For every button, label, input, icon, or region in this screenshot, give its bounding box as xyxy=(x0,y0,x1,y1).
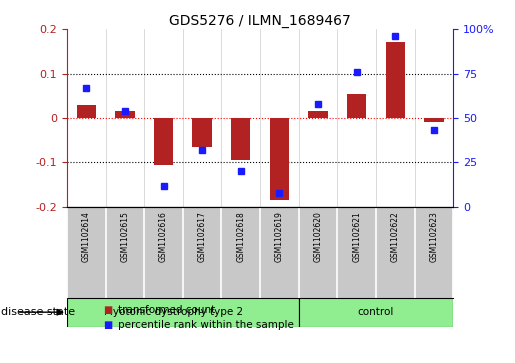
Text: disease state: disease state xyxy=(1,307,75,317)
Bar xyxy=(77,105,96,118)
Text: GSM1102615: GSM1102615 xyxy=(121,211,129,262)
Text: Myotonic dystrophy type 2: Myotonic dystrophy type 2 xyxy=(104,307,243,317)
Text: GSM1102620: GSM1102620 xyxy=(314,211,322,262)
Text: GSM1102616: GSM1102616 xyxy=(159,211,168,262)
Bar xyxy=(231,118,250,160)
Text: transformed count: transformed count xyxy=(118,305,216,315)
Bar xyxy=(386,42,405,118)
Bar xyxy=(193,118,212,147)
Text: GSM1102621: GSM1102621 xyxy=(352,211,361,262)
Text: GSM1102619: GSM1102619 xyxy=(275,211,284,262)
Bar xyxy=(270,118,289,200)
Text: ■: ■ xyxy=(103,305,112,315)
Bar xyxy=(299,298,453,327)
Bar xyxy=(308,111,328,118)
Text: GSM1102623: GSM1102623 xyxy=(430,211,438,262)
Bar xyxy=(154,118,173,165)
Text: control: control xyxy=(358,307,394,317)
Text: ■: ■ xyxy=(103,320,112,330)
Bar xyxy=(67,298,299,327)
Text: GSM1102614: GSM1102614 xyxy=(82,211,91,262)
Text: percentile rank within the sample: percentile rank within the sample xyxy=(118,320,295,330)
Bar xyxy=(115,111,134,118)
Title: GDS5276 / ILMN_1689467: GDS5276 / ILMN_1689467 xyxy=(169,14,351,28)
Text: GSM1102618: GSM1102618 xyxy=(236,211,245,262)
Bar xyxy=(424,118,443,122)
Bar xyxy=(347,94,366,118)
Text: GSM1102617: GSM1102617 xyxy=(198,211,207,262)
Text: GSM1102622: GSM1102622 xyxy=(391,211,400,262)
